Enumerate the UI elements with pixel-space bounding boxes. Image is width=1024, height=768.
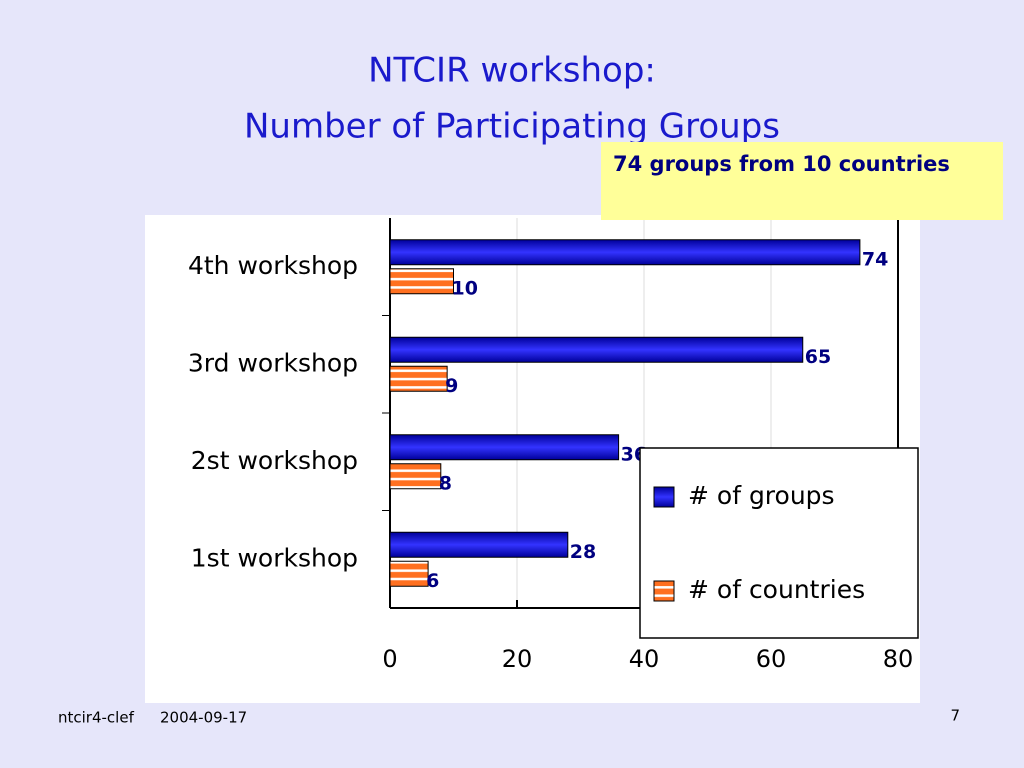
y-tick-label: 3rd workshop — [188, 348, 358, 377]
value-label: 8 — [439, 472, 452, 494]
value-label: 74 — [862, 248, 888, 270]
bar — [389, 560, 429, 587]
legend-swatch — [653, 580, 675, 602]
annotation-box — [601, 142, 1003, 220]
bar — [389, 434, 620, 461]
value-label: 65 — [805, 346, 831, 368]
annotation: 74 groups from 10 countries — [613, 152, 950, 176]
bar — [389, 463, 442, 490]
footer-source: ntcir4-clef — [58, 709, 135, 727]
legend-label: # of countries — [688, 575, 865, 604]
y-tick-label: 1st workshop — [191, 543, 358, 572]
legend-swatch — [653, 486, 675, 508]
bar — [389, 365, 448, 392]
bar — [389, 268, 454, 295]
legend-box — [639, 447, 919, 639]
title-line: NTCIR workshop: — [368, 51, 656, 91]
legend-label: # of groups — [688, 481, 835, 510]
footer-date: 2004-09-17 — [160, 709, 247, 727]
plot: 0 20 40 60 80 4th workshop 74 10 3rd workshop 65 9… — [188, 218, 919, 673]
y-tick-label: 4th workshop — [188, 251, 358, 280]
x-tick-label: 60 — [756, 645, 787, 673]
x-tick-label: 0 — [382, 645, 397, 673]
title-line: Number of Participating Groups — [244, 107, 780, 147]
value-label: 10 — [452, 277, 478, 299]
page-number: 7 — [950, 707, 960, 725]
value-label: 9 — [445, 375, 458, 397]
x-tick-label: 20 — [502, 645, 533, 673]
x-tick-label: 80 — [883, 645, 914, 673]
x-tick-label: 40 — [629, 645, 660, 673]
bar — [389, 239, 861, 266]
value-label: 28 — [570, 541, 596, 563]
y-tick-label: 2st workshop — [191, 446, 358, 475]
annotation-wrap: 74 groups from 10 countries — [613, 152, 950, 176]
bar — [389, 531, 569, 558]
value-label: 6 — [426, 570, 439, 592]
bar — [389, 336, 804, 363]
